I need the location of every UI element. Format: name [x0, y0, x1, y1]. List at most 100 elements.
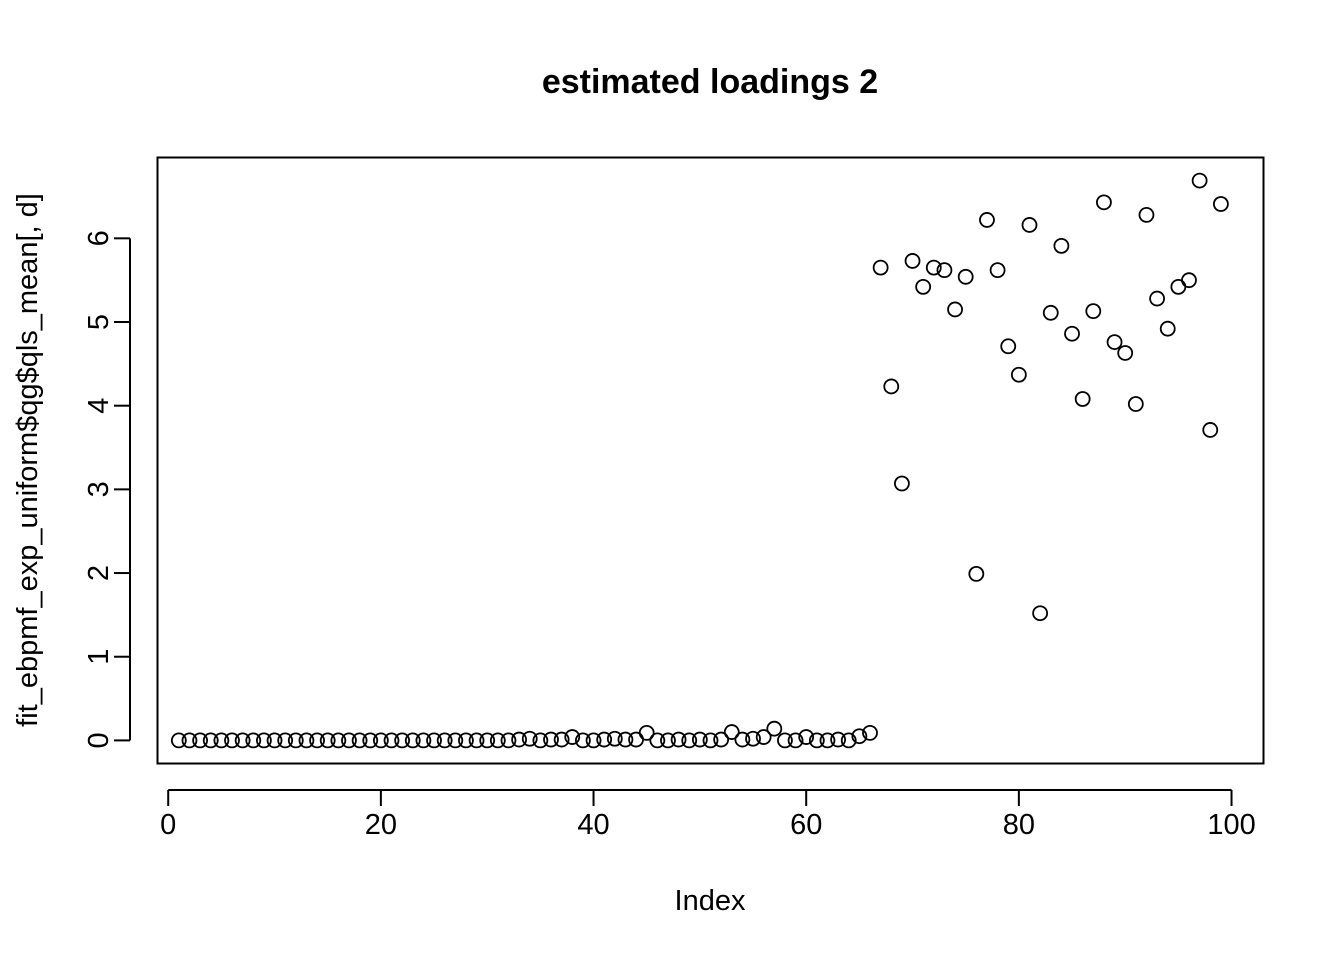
y-tick-label: 6 [83, 230, 115, 246]
y-tick-label: 0 [83, 732, 115, 748]
data-point [564, 729, 581, 745]
data-point [532, 732, 549, 749]
data-point [415, 732, 432, 749]
data-point [553, 731, 570, 748]
data-point [1032, 605, 1049, 622]
data-point [957, 268, 974, 285]
data-point [213, 732, 230, 749]
data-point [808, 732, 825, 749]
x-tick-label: 60 [790, 809, 822, 841]
y-tick-label: 2 [83, 565, 115, 581]
data-point [1085, 303, 1102, 320]
data-point [362, 732, 379, 749]
data-point [479, 732, 496, 749]
data-point [979, 212, 995, 228]
data-point [372, 732, 389, 749]
data-point [170, 732, 187, 749]
data-point [256, 732, 272, 749]
data-point [266, 732, 283, 749]
data-point [606, 730, 623, 747]
x-tick-label: 80 [1003, 809, 1035, 841]
data-point [787, 732, 804, 749]
data-point [925, 259, 942, 276]
data-point [649, 732, 666, 749]
data-point [1000, 338, 1017, 355]
data-point [500, 732, 517, 749]
data-point [1010, 366, 1027, 383]
data-point [1042, 304, 1059, 321]
data-point [458, 732, 474, 749]
y-axis: 0 1 2 3 4 5 6 [83, 230, 131, 748]
data-point [819, 732, 836, 749]
data-point [436, 732, 453, 749]
data-points [170, 172, 1229, 749]
data-point [394, 732, 411, 749]
data-point [585, 732, 602, 749]
data-point [192, 732, 209, 749]
data-point [298, 732, 315, 749]
data-point [202, 732, 219, 749]
data-point [468, 732, 485, 749]
data-point [1149, 290, 1165, 307]
data-point [1021, 217, 1038, 233]
data-point [830, 731, 846, 748]
data-point [277, 732, 294, 749]
data-point [489, 732, 506, 749]
chart-title: estimated loadings 2 [542, 63, 878, 101]
data-point [681, 732, 698, 749]
data-point [1212, 196, 1229, 212]
data-point [915, 278, 932, 295]
data-point [936, 262, 953, 279]
y-tick-label: 3 [83, 481, 115, 497]
data-point [883, 378, 900, 395]
y-tick-label: 5 [83, 314, 115, 330]
y-axis-label: fit_ebpmf_exp_uniform$qg$qls_mean[, d] [12, 193, 44, 727]
data-point [670, 731, 687, 748]
data-point [319, 732, 336, 749]
data-point [181, 732, 198, 749]
data-point [1159, 320, 1176, 337]
data-point [872, 259, 889, 276]
data-point [330, 732, 347, 749]
data-point [309, 732, 325, 749]
data-point [511, 731, 528, 748]
data-point [745, 730, 761, 747]
data-point [777, 732, 793, 749]
x-tick-label: 40 [577, 809, 609, 841]
x-tick-label: 100 [1207, 809, 1255, 841]
y-tick-label: 1 [83, 649, 115, 665]
data-point [755, 729, 772, 745]
data-point [713, 731, 730, 748]
data-point [638, 724, 655, 741]
data-point [840, 732, 857, 749]
x-axis: 0 20 40 60 80 100 [160, 789, 1256, 841]
data-point [734, 731, 751, 748]
data-point [851, 728, 868, 745]
data-point [1181, 272, 1197, 289]
data-point [224, 732, 240, 749]
data-point [947, 301, 963, 318]
data-point [968, 565, 985, 582]
data-point [628, 731, 644, 748]
y-tick-label: 4 [83, 398, 115, 414]
data-point [1138, 207, 1155, 223]
data-point [893, 475, 910, 492]
data-point [1096, 194, 1112, 211]
data-point [702, 732, 719, 749]
data-point [521, 730, 538, 747]
data-point [596, 731, 613, 748]
data-point [1127, 396, 1144, 412]
data-point [1064, 325, 1080, 342]
data-point [1202, 422, 1219, 438]
data-point [351, 732, 368, 749]
data-point [1117, 345, 1134, 361]
data-point [234, 732, 251, 749]
x-axis-label: Index [675, 885, 746, 917]
data-point [341, 732, 357, 749]
data-point [245, 732, 262, 749]
data-point [989, 262, 1006, 279]
data-point [862, 724, 878, 741]
data-point [691, 731, 708, 748]
data-point [1191, 172, 1208, 189]
x-tick-label: 0 [160, 809, 176, 841]
